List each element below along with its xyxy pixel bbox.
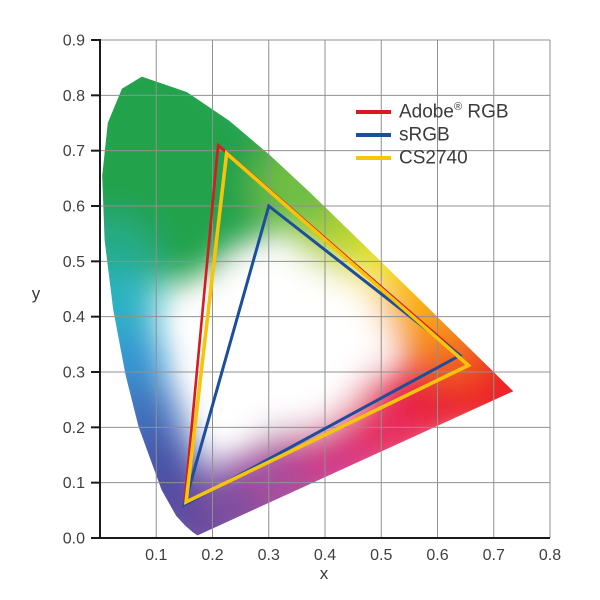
svg-text:0.4: 0.4: [63, 309, 85, 326]
legend-label-srgb: sRGB: [399, 125, 450, 144]
svg-text:0.7: 0.7: [483, 547, 505, 564]
svg-text:0.3: 0.3: [63, 365, 85, 382]
legend-item-adobe-rgb: Adobe® RGB: [356, 100, 509, 123]
legend-item-cs2740: CS2740: [356, 146, 509, 169]
legend-text: sRGB: [399, 124, 450, 146]
y-tick-labels: 0.0 0.1 0.2 0.3 0.4 0.5 0.6 0.7 0.8 0.9: [63, 33, 85, 548]
svg-text:0.2: 0.2: [63, 420, 85, 437]
svg-text:0.6: 0.6: [426, 547, 448, 564]
legend-label-cs2740: CS2740: [399, 148, 468, 167]
gamut-triangle-cs2740: [183, 149, 472, 506]
svg-text:0.1: 0.1: [63, 475, 85, 492]
svg-text:0.0: 0.0: [63, 531, 85, 548]
legend-item-srgb: sRGB: [356, 123, 509, 146]
svg-text:0.3: 0.3: [258, 547, 280, 564]
grid: [99, 39, 551, 539]
x-axis-title: x: [319, 564, 329, 583]
cs2740-line-swatch: [356, 155, 391, 160]
adobe-rgb-line-swatch: [356, 109, 391, 114]
svg-text:0.5: 0.5: [63, 254, 85, 271]
svg-text:0.6: 0.6: [63, 199, 85, 216]
y-axis-title: y: [31, 284, 41, 303]
svg-text:0.9: 0.9: [63, 33, 85, 50]
svg-text:0.2: 0.2: [201, 547, 223, 564]
svg-text:0.5: 0.5: [370, 547, 392, 564]
srgb-line-swatch: [356, 132, 391, 137]
svg-text:0.4: 0.4: [314, 547, 336, 564]
axes: [91, 39, 550, 539]
registered-mark: ®: [453, 100, 463, 113]
svg-text:0.8: 0.8: [539, 547, 561, 564]
x-tick-labels: 0.1 0.2 0.3 0.4 0.5 0.6 0.7 0.8: [145, 547, 561, 564]
svg-text:0.7: 0.7: [63, 143, 85, 160]
legend-label-adobe-rgb: Adobe® RGB: [399, 100, 509, 123]
legend-text: RGB: [462, 101, 509, 123]
svg-text:0.8: 0.8: [63, 88, 85, 105]
gamut-triangle-srgb: [181, 203, 463, 508]
legend-text: Adobe: [399, 101, 454, 123]
legend: Adobe® RGB sRGB CS2740: [356, 100, 509, 169]
legend-text: CS2740: [399, 147, 468, 169]
svg-text:0.1: 0.1: [145, 547, 167, 564]
